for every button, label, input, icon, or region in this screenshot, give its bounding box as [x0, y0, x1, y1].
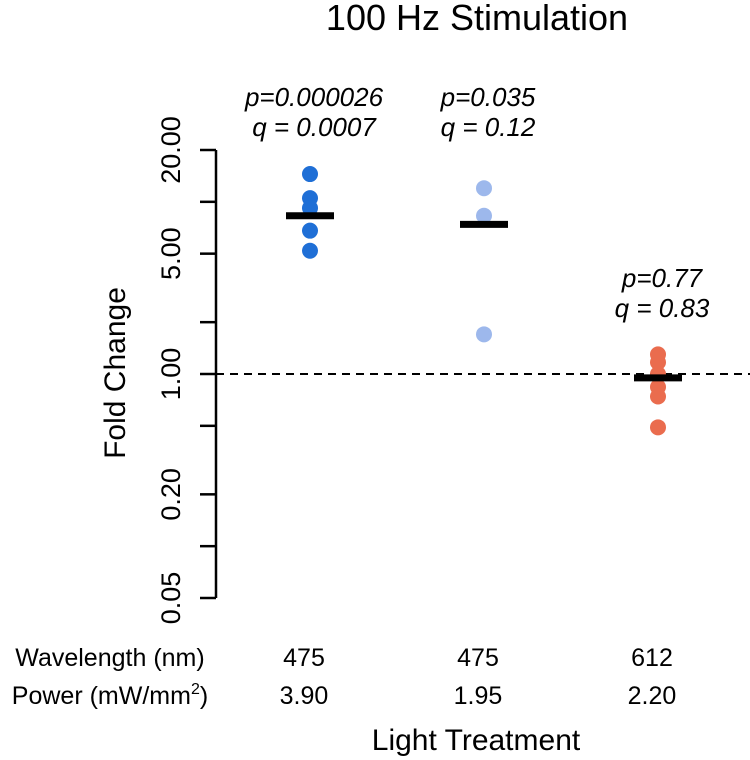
data-point	[476, 180, 492, 197]
data-point	[650, 388, 666, 405]
data-point	[302, 166, 318, 183]
wavelength-value: 475	[283, 644, 325, 672]
power-value: 1.95	[454, 682, 503, 710]
data-point	[476, 207, 492, 224]
power-row-label: Power (mW/mm2)	[12, 681, 208, 710]
y-tick-label: 1.00	[156, 348, 186, 401]
data-point	[302, 222, 318, 239]
wavelength-value: 612	[631, 644, 673, 672]
y-tick-label: 0.20	[156, 468, 186, 521]
y-tick-label: 20.00	[156, 116, 186, 184]
wavelength-value: 475	[457, 644, 499, 672]
power-row-label-suffix: )	[200, 682, 208, 710]
p-value-label: p=0.000026	[244, 82, 384, 112]
p-value-label: p=0.77	[621, 263, 704, 293]
group-3: p=0.77q = 0.83 612 2.20	[615, 263, 710, 710]
y-tick-label: 5.00	[156, 227, 186, 280]
p-value-label: p=0.035	[440, 82, 536, 112]
data-point	[650, 419, 666, 436]
power-value: 2.20	[628, 682, 677, 710]
data-point	[302, 242, 318, 259]
chart-title: 100 Hz Stimulation	[326, 0, 628, 38]
data-point	[476, 326, 492, 343]
q-value-label: q = 0.12	[441, 112, 536, 142]
x-axis-title: Light Treatment	[372, 724, 581, 757]
power-value: 3.90	[280, 682, 329, 710]
q-value-label: q = 0.83	[615, 293, 710, 323]
data-point	[650, 354, 666, 371]
power-row-label-prefix: Power (mW/mm	[12, 682, 191, 710]
y-axis-title: Fold Change	[99, 287, 132, 459]
wavelength-row-label: Wavelength (nm)	[15, 644, 204, 672]
data-point	[302, 200, 318, 217]
power-row-label-sup: 2	[191, 681, 200, 698]
y-tick-label: 0.05	[156, 572, 186, 625]
y-ticks: 0.05 0.20 1.00 5.00 20.00	[156, 116, 216, 624]
q-value-label: q = 0.0007	[252, 112, 377, 142]
